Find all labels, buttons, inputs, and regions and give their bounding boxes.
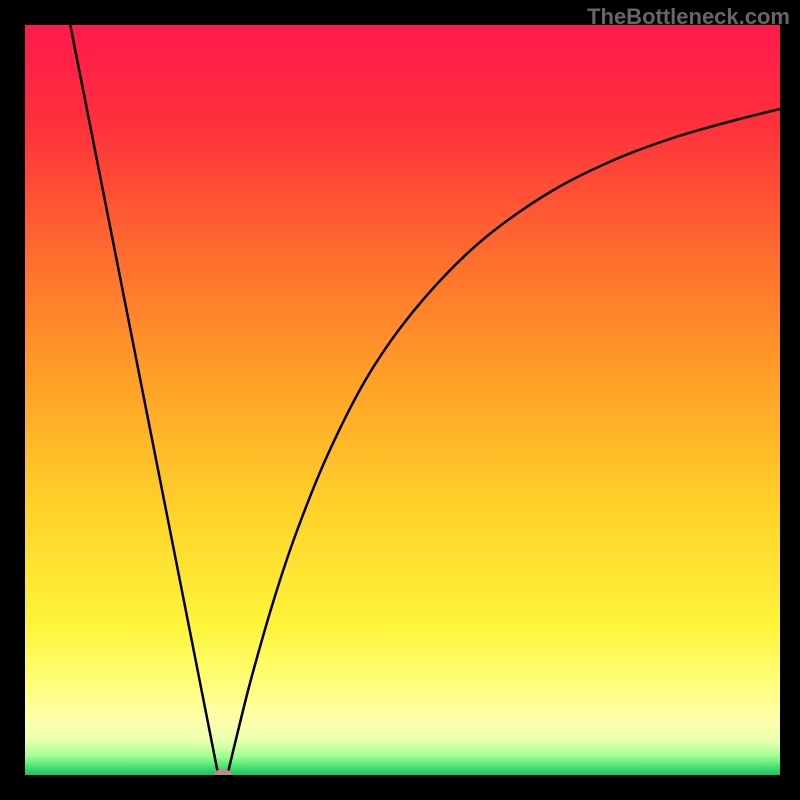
watermark-text: TheBottleneck.com <box>587 4 790 30</box>
chart-container: TheBottleneck.com <box>0 0 800 800</box>
plot-gradient-rect <box>25 25 780 775</box>
bottleneck-chart <box>0 0 800 800</box>
